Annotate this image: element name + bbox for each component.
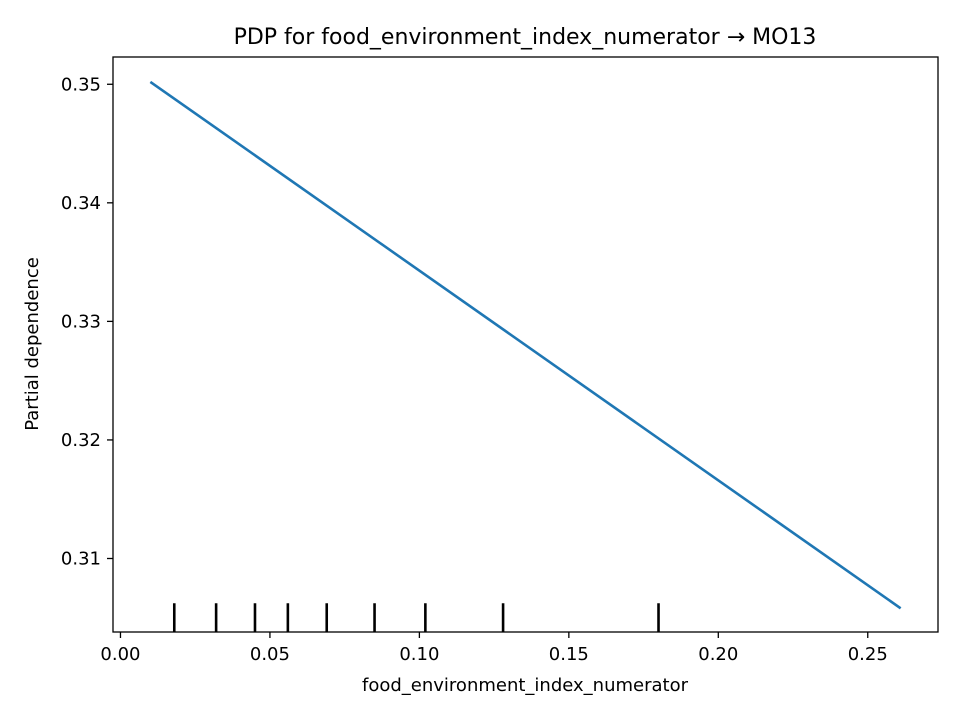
x-tick-label-5: 0.25: [848, 644, 888, 665]
y-tick-label-2: 0.33: [61, 311, 101, 332]
x-tick-label-4: 0.20: [698, 644, 738, 665]
y-tick-label-3: 0.34: [61, 193, 101, 214]
chart-title: PDP for food_environment_index_numerator…: [234, 25, 817, 50]
axes-layer: 0.00 0.05 0.10 0.15 0.20 0.25 0.31 0.32 0.33 0.34…: [61, 56, 939, 665]
x-tick-label-2: 0.10: [399, 644, 439, 665]
y-tick-label-0: 0.31: [61, 548, 101, 569]
y-axis-label: Partial dependence: [22, 257, 43, 431]
plot-frame: [112, 56, 939, 633]
plot-marks: [149, 80, 902, 632]
y-tick-label-1: 0.32: [61, 430, 101, 451]
x-axis-label: food_environment_index_numerator: [362, 675, 689, 696]
x-tick-label-1: 0.05: [250, 644, 290, 665]
y-tick-label-4: 0.35: [61, 74, 101, 95]
x-tick-label-0: 0.00: [100, 644, 140, 665]
pdp-line-series-0: [149, 80, 902, 610]
x-tick-label-3: 0.15: [549, 644, 589, 665]
